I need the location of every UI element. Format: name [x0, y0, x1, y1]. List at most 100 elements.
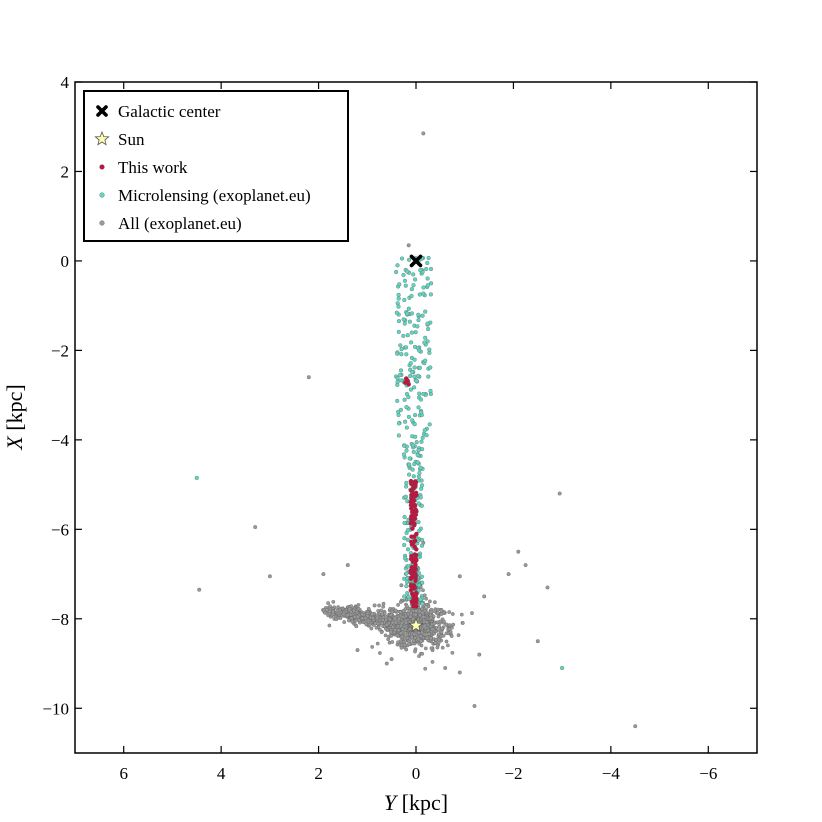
point-microlensing: [423, 335, 428, 340]
point-all: [399, 583, 404, 588]
point-this-work: [413, 552, 419, 558]
point-all: [429, 615, 433, 620]
point-microlensing: [407, 462, 412, 467]
point-microlensing: [418, 268, 423, 273]
point-microlensing: [396, 296, 401, 301]
point-microlensing: [416, 448, 421, 453]
point-all: [427, 632, 432, 636]
point-all: [429, 636, 433, 641]
point-microlensing: [421, 391, 426, 397]
point-all: [370, 612, 375, 617]
point-microlensing: [404, 480, 409, 485]
point-microlensing: [411, 283, 416, 288]
point-all: [334, 617, 339, 622]
point-microlensing: [421, 291, 426, 296]
point-all: [375, 641, 380, 646]
point-microlensing: [416, 373, 421, 378]
point-microlensing: [394, 269, 399, 275]
y-tick-label: −4: [51, 431, 70, 450]
point-microlensing: [426, 255, 431, 261]
point-all: [398, 600, 403, 604]
x-tick-label: −4: [602, 764, 621, 783]
legend-marker-dot: [99, 192, 105, 198]
point-this-work: [411, 604, 416, 609]
point-all: [403, 620, 408, 625]
point-this-work: [414, 531, 419, 537]
point-microlensing: [401, 272, 406, 278]
point-microlensing: [396, 304, 401, 309]
point-microlensing: [403, 494, 408, 499]
point-microlensing: [409, 330, 414, 335]
point-microlensing: [420, 435, 425, 440]
point-all: [377, 603, 381, 608]
point-all: [456, 633, 461, 638]
point-all: [434, 637, 438, 642]
point-microlensing: [395, 379, 400, 384]
point-microlensing: [420, 313, 425, 318]
point-microlensing: [416, 312, 421, 317]
point-all: [399, 623, 403, 628]
point-all: [441, 633, 446, 638]
point-all: [383, 633, 388, 638]
point-all: [422, 620, 426, 624]
point-microlensing: [418, 397, 424, 402]
point-all: [345, 563, 350, 568]
point-microlensing: [428, 266, 434, 272]
point-microlensing: [395, 351, 400, 356]
point-microlensing: [401, 333, 406, 338]
point-microlensing: [418, 495, 423, 500]
point-microlensing: [416, 474, 421, 479]
point-all: [356, 618, 361, 622]
point-microlensing: [419, 543, 425, 548]
point-all: [420, 630, 424, 635]
point-all: [324, 608, 329, 612]
point-all: [341, 612, 346, 616]
point-all: [423, 646, 428, 651]
point-all: [367, 622, 372, 627]
point-microlensing: [408, 387, 414, 392]
point-microlensing: [424, 266, 429, 272]
point-all: [506, 572, 511, 577]
point-all: [267, 574, 272, 579]
point-all: [378, 651, 382, 655]
point-microlensing: [404, 405, 409, 410]
point-microlensing: [409, 287, 414, 292]
legend: Galactic center Sun This work Microlensing …: [83, 90, 349, 242]
point-microlensing: [425, 283, 430, 288]
point-all: [390, 640, 395, 644]
point-all: [399, 631, 403, 636]
point-all: [414, 608, 419, 613]
galactic-center-marker: [409, 254, 423, 268]
point-all: [451, 622, 456, 627]
point-microlensing: [425, 260, 430, 266]
point-all: [396, 628, 401, 633]
point-all: [379, 630, 384, 635]
point-all: [457, 574, 462, 579]
point-microlensing: [405, 547, 411, 552]
point-all: [400, 634, 405, 639]
point-all: [439, 612, 444, 616]
ticks-layer: 6 4 2 0 −2 −4 −6 4 2 0 −2 −4 −6 −8 −10: [42, 73, 757, 783]
point-all: [335, 608, 340, 613]
point-microlensing: [426, 326, 431, 332]
point-all: [370, 645, 375, 649]
point-all: [396, 603, 400, 607]
point-microlensing: [194, 475, 199, 480]
point-microlensing: [395, 398, 400, 403]
point-all: [354, 624, 359, 629]
point-microlensing: [420, 601, 425, 606]
point-microlensing: [414, 440, 419, 445]
point-microlensing: [417, 391, 422, 396]
point-all: [423, 666, 428, 671]
point-microlensing: [419, 486, 424, 491]
point-all: [432, 621, 437, 626]
point-all: [396, 640, 400, 645]
point-all: [326, 601, 330, 605]
point-all: [459, 612, 464, 617]
point-microlensing: [396, 433, 401, 438]
point-all: [545, 585, 550, 590]
point-microlensing: [416, 520, 421, 525]
point-microlensing: [403, 419, 408, 424]
point-all: [410, 635, 414, 640]
point-microlensing: [402, 536, 407, 541]
